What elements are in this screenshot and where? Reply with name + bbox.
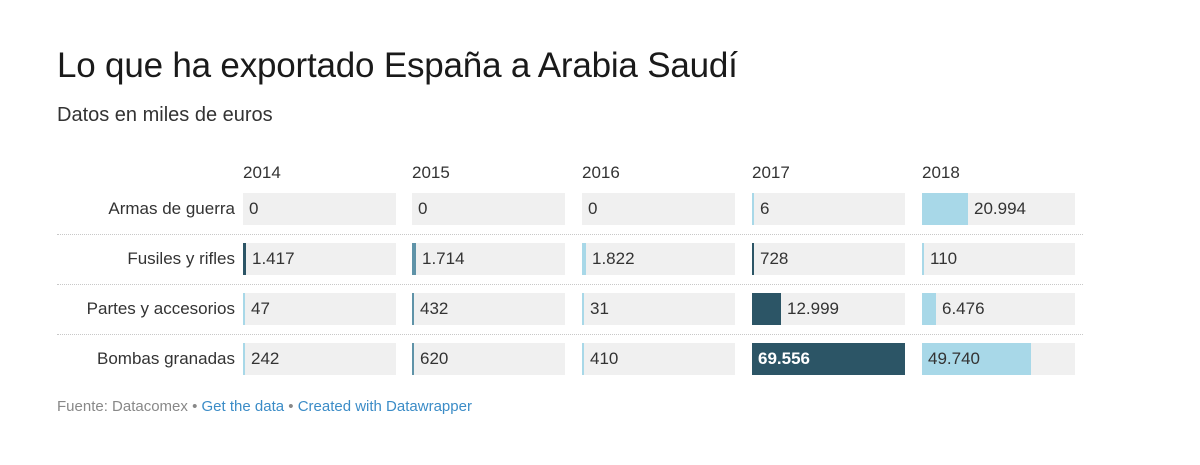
value-bar	[243, 243, 246, 275]
value-bar	[582, 243, 586, 275]
row-label: Fusiles y rifles	[127, 249, 235, 268]
table-cell: 20.994	[922, 193, 1075, 225]
column-header-2017: 2017	[752, 163, 790, 182]
table-cell: 47	[243, 293, 396, 325]
value-bar	[922, 293, 936, 325]
cell-value: 0	[588, 199, 598, 218]
row-divider	[57, 334, 1083, 335]
value-bar	[412, 293, 414, 325]
value-bar	[922, 343, 1031, 375]
row-divider	[57, 284, 1083, 285]
cell-value: 242	[251, 349, 280, 368]
cell-value: 1.417	[252, 249, 295, 268]
table-cell: 0	[582, 193, 735, 225]
cell-value: 1.822	[592, 249, 635, 268]
table-cell: 620	[412, 343, 565, 375]
value-bar	[752, 343, 905, 375]
table-cell: 0	[412, 193, 565, 225]
table-cell: 69.556	[752, 343, 905, 375]
value-bar	[922, 243, 924, 275]
value-bar	[243, 293, 245, 325]
cell-value: 728	[760, 249, 789, 268]
chart-footer: Fuente: Datacomex • Get the data • Creat…	[57, 398, 472, 415]
cell-value: 0	[418, 199, 428, 218]
column-header-2014: 2014	[243, 163, 281, 182]
cell-value: 12.999	[787, 299, 839, 318]
table-cell: 1.714	[412, 243, 565, 275]
table-cell: 31	[582, 293, 735, 325]
cell-value: 6.476	[942, 299, 985, 318]
table-cell: 728	[752, 243, 905, 275]
cell-value: 432	[420, 299, 449, 318]
value-bar	[582, 293, 584, 325]
column-header-2016: 2016	[582, 163, 620, 182]
cell-value: 410	[590, 349, 619, 368]
table-cell: 110	[922, 243, 1075, 275]
table-cell: 6	[752, 193, 905, 225]
chart-title: Lo que ha exportado España a Arabia Saud…	[57, 46, 738, 85]
row-label: Partes y accesorios	[86, 299, 235, 318]
value-bar	[412, 243, 416, 275]
cell-value: 31	[590, 299, 609, 318]
table-cell: 6.476	[922, 293, 1075, 325]
value-bar	[582, 343, 584, 375]
cell-value: 110	[930, 249, 958, 268]
row-label: Armas de guerra	[108, 199, 235, 218]
value-bar	[243, 343, 245, 375]
source-note: Fuente: Datacomex	[57, 398, 188, 415]
chart-subtitle: Datos en miles de euros	[57, 104, 273, 126]
column-header-2015: 2015	[412, 163, 450, 182]
value-bar	[922, 193, 968, 225]
cell-value: 0	[249, 199, 259, 218]
get-data-link[interactable]: Get the data	[201, 398, 285, 415]
table-cell: 0	[243, 193, 396, 225]
cell-value: 620	[420, 349, 449, 368]
column-header-2018: 2018	[922, 163, 960, 182]
cell-value: 69.556	[758, 349, 810, 368]
row-label: Bombas granadas	[97, 349, 235, 368]
cell-value: 20.994	[974, 199, 1026, 218]
value-bar	[752, 243, 754, 275]
table-cell: 432	[412, 293, 565, 325]
value-bar	[752, 193, 754, 225]
cell-value: 1.714	[422, 249, 465, 268]
table-cell: 1.417	[243, 243, 396, 275]
table-cell: 242	[243, 343, 396, 375]
cell-value: 47	[251, 299, 270, 318]
cell-value: 49.740	[928, 349, 980, 368]
table-cell: 1.822	[582, 243, 735, 275]
footer-separator: •	[288, 398, 294, 415]
row-divider	[57, 234, 1083, 235]
table-cell: 12.999	[752, 293, 905, 325]
value-bar	[752, 293, 781, 325]
table-cell: 410	[582, 343, 735, 375]
cell-value: 6	[760, 199, 770, 218]
datawrapper-link[interactable]: Created with Datawrapper	[297, 398, 472, 415]
value-bar	[412, 343, 414, 375]
table-cell: 49.740	[922, 343, 1075, 375]
footer-separator: •	[192, 398, 198, 415]
